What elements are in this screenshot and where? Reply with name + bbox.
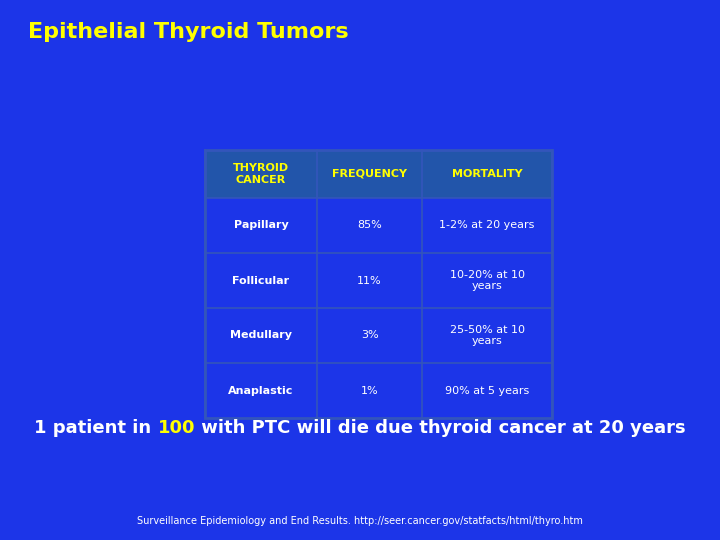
- Bar: [205, 150, 552, 418]
- Bar: [205, 253, 317, 308]
- Text: 3%: 3%: [361, 330, 378, 341]
- Text: with PTC will die due thyroid cancer at 20 years: with PTC will die due thyroid cancer at …: [195, 419, 685, 437]
- Text: Papillary: Papillary: [233, 220, 289, 231]
- Bar: [317, 253, 422, 308]
- Text: 1-2% at 20 years: 1-2% at 20 years: [439, 220, 535, 231]
- Bar: [205, 150, 317, 198]
- Text: 85%: 85%: [357, 220, 382, 231]
- Bar: [317, 363, 422, 418]
- Bar: [422, 253, 552, 308]
- Bar: [205, 363, 317, 418]
- Text: Epithelial Thyroid Tumors: Epithelial Thyroid Tumors: [28, 22, 348, 42]
- Text: Surveillance Epidemiology and End Results. http://seer.cancer.gov/statfacts/html: Surveillance Epidemiology and End Result…: [137, 516, 583, 526]
- Text: Follicular: Follicular: [233, 275, 289, 286]
- Text: Medullary: Medullary: [230, 330, 292, 341]
- Text: 90% at 5 years: 90% at 5 years: [445, 386, 529, 395]
- Bar: [205, 198, 317, 253]
- Text: 10-20% at 10
years: 10-20% at 10 years: [449, 269, 524, 291]
- Text: THYROID
CANCER: THYROID CANCER: [233, 163, 289, 185]
- Text: 1%: 1%: [361, 386, 378, 395]
- Bar: [205, 308, 317, 363]
- Bar: [422, 150, 552, 198]
- Bar: [422, 308, 552, 363]
- Text: MORTALITY: MORTALITY: [451, 169, 522, 179]
- Text: 1 patient in: 1 patient in: [35, 419, 158, 437]
- Text: 25-50% at 10
years: 25-50% at 10 years: [449, 325, 524, 346]
- Bar: [317, 198, 422, 253]
- Text: 100: 100: [158, 419, 195, 437]
- Bar: [317, 150, 422, 198]
- Bar: [422, 363, 552, 418]
- Text: Anaplastic: Anaplastic: [228, 386, 294, 395]
- Bar: [317, 308, 422, 363]
- Text: FREQUENCY: FREQUENCY: [332, 169, 407, 179]
- Bar: [422, 198, 552, 253]
- Text: 11%: 11%: [357, 275, 382, 286]
